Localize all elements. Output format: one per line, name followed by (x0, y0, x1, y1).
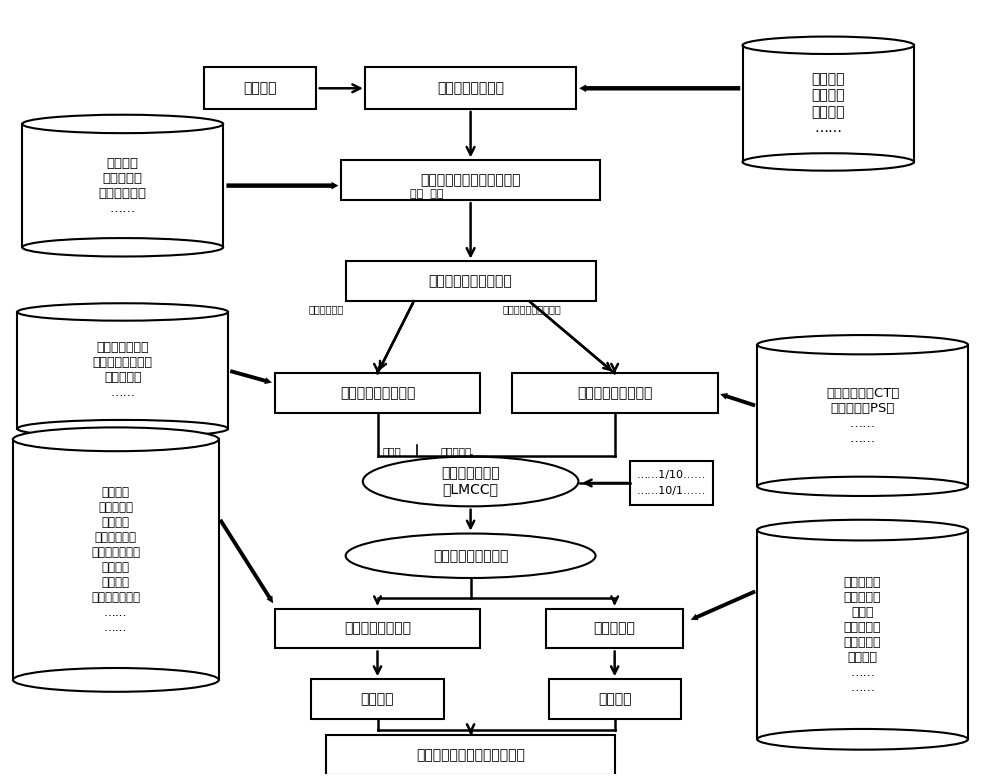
Ellipse shape (757, 335, 968, 354)
Ellipse shape (743, 153, 914, 170)
Text: 统计方法筛选: 统计方法筛选 (309, 304, 344, 314)
Text: 药物干预: 药物干预 (243, 81, 277, 95)
Text: 药物对模块间联系的作用机制: 药物对模块间联系的作用机制 (416, 748, 525, 762)
Text: 模块网络拓扑参数: 模块网络拓扑参数 (344, 622, 411, 636)
Text: 统计方法数界值法筛选: 统计方法数界值法筛选 (503, 304, 562, 314)
Text: 基因网络
蛋白网络
代谢网络
……: 基因网络 蛋白网络 代谢网络 …… (812, 72, 845, 135)
Text: 模块间协调系数
（LMCC）: 模块间协调系数 （LMCC） (441, 466, 500, 497)
Text: 模块间边权重和
模块间边权重均值
模块间边数
……: 模块间边权重和 模块间边权重均值 模块间边数 …… (93, 341, 153, 400)
Ellipse shape (346, 533, 596, 578)
Text: 网络密度
网络中心性
平均权重
特征路径长度
平均邻接节点数
网络直径
聚类系数
平均介数中心性
……
……: 网络密度 网络中心性 平均权重 特征路径长度 平均邻接节点数 网络直径 聚类系数… (91, 486, 140, 633)
Text: 非加权: 非加权 (383, 447, 402, 457)
Bar (22, 124, 223, 247)
Bar (13, 439, 219, 680)
Text: 介数中心性
边权重分布
度分布
中心性度量
信息流分析
瓶颈识别
……
……: 介数中心性 边权重分布 度分布 中心性度量 信息流分析 瓶颈识别 …… …… (844, 576, 881, 694)
Text: 整体变化: 整体变化 (361, 692, 394, 706)
Ellipse shape (22, 238, 223, 256)
Ellipse shape (757, 729, 968, 750)
Text: 或加权整合: 或加权整合 (440, 447, 472, 457)
Text: 一致性得分（CT）
路径强度（PS）
……
……: 一致性得分（CT） 路径强度（PS） …… …… (826, 386, 899, 444)
Text: 药物干预前后生物分子网络: 药物干预前后生物分子网络 (420, 174, 521, 187)
Text: 局部变化: 局部变化 (598, 692, 631, 706)
Bar (365, 67, 576, 109)
Ellipse shape (22, 115, 223, 133)
Bar (630, 461, 713, 505)
Text: 识别连接子: 识别连接子 (594, 622, 636, 636)
Ellipse shape (17, 420, 228, 437)
Ellipse shape (17, 303, 228, 321)
Bar (275, 373, 480, 413)
Ellipse shape (743, 37, 914, 54)
Bar (512, 373, 718, 413)
Text: 药物干预前后的模块组: 药物干预前后的模块组 (429, 274, 512, 289)
Bar (311, 679, 444, 719)
Ellipse shape (363, 457, 578, 506)
Ellipse shape (757, 477, 968, 496)
Bar (275, 608, 480, 648)
Ellipse shape (13, 668, 219, 692)
Bar (204, 67, 316, 109)
Text: 模块间直接联系参数: 模块间直接联系参数 (340, 386, 415, 400)
Text: ……10/1……: ……10/1…… (637, 486, 706, 496)
Text: 聚类算法
启发式算法
基于先验知识
……: 聚类算法 启发式算法 基于先验知识 …… (99, 156, 147, 214)
Text: ……1/10……: ……1/10…… (637, 470, 706, 480)
Text: 不同状态的模块网络: 不同状态的模块网络 (433, 549, 508, 563)
Bar (757, 530, 968, 739)
Bar (17, 312, 228, 429)
Ellipse shape (13, 428, 219, 451)
Bar (546, 608, 683, 648)
Bar (549, 679, 681, 719)
Bar (346, 261, 596, 301)
Text: 模块  划分: 模块 划分 (410, 189, 443, 199)
Bar (757, 345, 968, 486)
Bar (326, 735, 615, 775)
Ellipse shape (757, 520, 968, 540)
Bar (341, 160, 600, 200)
Bar (743, 45, 914, 162)
Text: 疾病生物分子网络: 疾病生物分子网络 (437, 81, 504, 95)
Text: 模块间间接联系参数: 模块间间接联系参数 (577, 386, 652, 400)
